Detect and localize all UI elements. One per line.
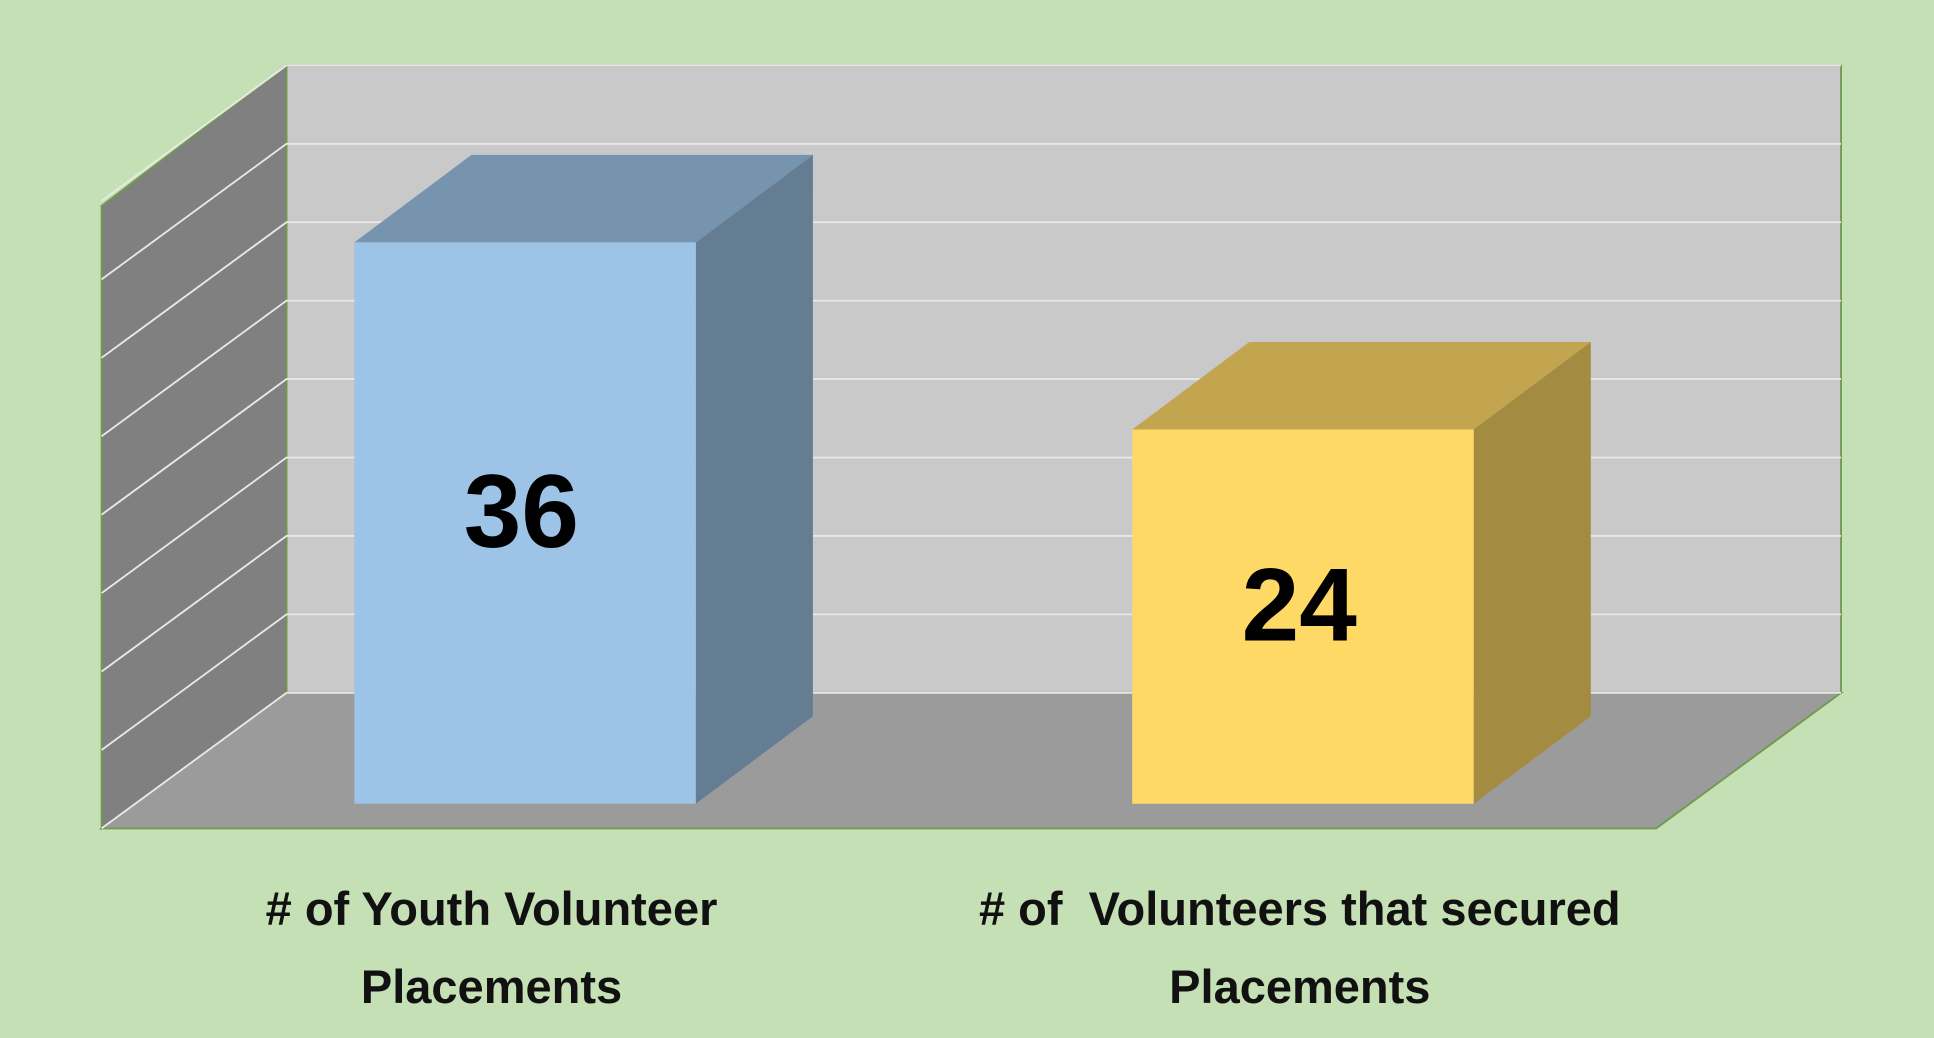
grid-line xyxy=(101,64,1842,202)
value-label: 24 xyxy=(1242,546,1358,662)
bar-side xyxy=(1473,342,1591,804)
x-tick-label: # of Youth Volunteer Placements xyxy=(265,881,731,1013)
bar-side xyxy=(695,154,813,804)
grid-line xyxy=(101,299,1842,437)
bar-front xyxy=(1132,429,1474,804)
bar-top xyxy=(1132,342,1591,430)
bar-top xyxy=(354,154,813,243)
value-label: 36 xyxy=(464,453,579,569)
grid-line xyxy=(101,142,1842,281)
bar-front xyxy=(354,242,696,804)
bar xyxy=(1132,342,1591,804)
bar xyxy=(354,154,813,804)
grid-line xyxy=(101,221,1842,359)
x-tick-label: # of Volunteers that secured Placements xyxy=(978,881,1634,1013)
